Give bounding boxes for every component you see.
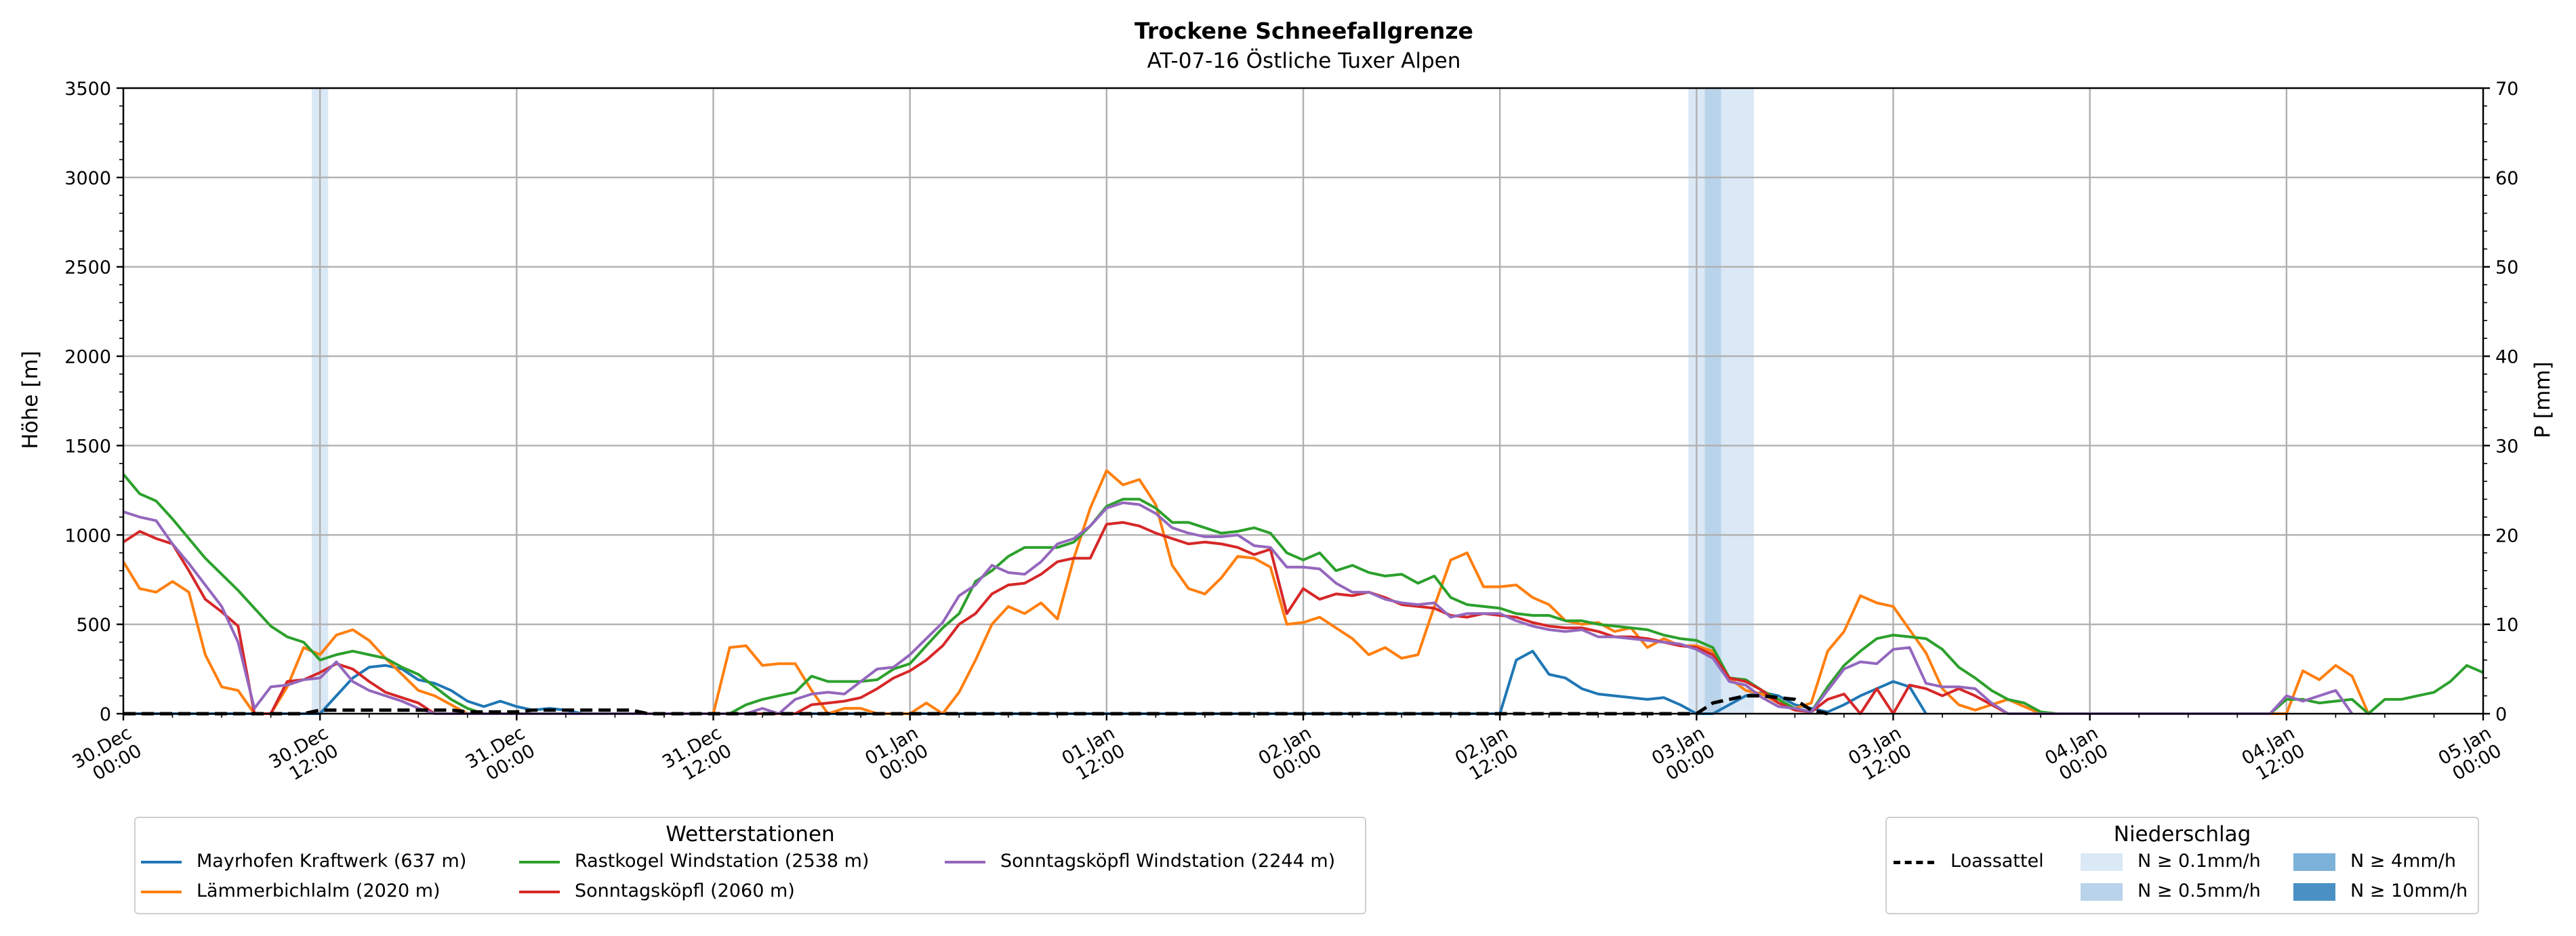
precip-band xyxy=(1737,88,1754,714)
chart-title: Trockene Schneefallgrenze xyxy=(1134,18,1473,44)
x-tick-label: 02.Jan12:00 xyxy=(1452,723,1522,787)
x-tick-label: 31.Dec12:00 xyxy=(659,723,735,790)
legend-precipitation: Niederschlag Loassattel N ≥ 0.1mm/h N ≥ 4m… xyxy=(1885,817,2479,914)
chart-subtitle: AT-07-16 Östliche Tuxer Alpen xyxy=(1147,48,1461,73)
x-tick-label: 01.Jan00:00 xyxy=(861,723,932,787)
x-tick-label: 30.Dec00:00 xyxy=(69,723,146,790)
x-tick-label: 03.Jan12:00 xyxy=(1845,723,1915,787)
legend-label: N ≥ 0.5mm/h xyxy=(2138,880,2261,901)
legend-swatch xyxy=(519,891,560,893)
legend-swatch xyxy=(945,861,985,863)
y-tick-label: 2500 xyxy=(64,258,111,279)
y-tick-label: 3000 xyxy=(64,168,111,189)
legend-label: Sonntagsköpfl (2060 m) xyxy=(575,880,795,901)
x-tick-label: 01.Jan12:00 xyxy=(1059,723,1129,787)
series-line xyxy=(122,521,2009,715)
legend-swatch xyxy=(141,861,182,863)
legend-label: Sonntagsköpfl Windstation (2244 m) xyxy=(1000,851,1336,872)
y-tick-label: 2000 xyxy=(64,347,111,368)
y-axis-label-right: P [mm] xyxy=(2531,361,2555,438)
y-right-tick-label: 60 xyxy=(2495,168,2518,189)
precipitation-bands xyxy=(312,88,1754,714)
legend-label: Loassattel xyxy=(1950,851,2044,872)
legend-label: Rastkogel Windstation (2538 m) xyxy=(575,851,870,872)
legend-swatch xyxy=(141,891,182,893)
legend-item-precip: N ≥ 4mm/h xyxy=(2293,851,2476,874)
y-right-tick-label: 30 xyxy=(2495,436,2518,457)
series-line xyxy=(123,694,1828,716)
legend-precipitation-title: Niederschlag xyxy=(2113,822,2251,847)
series-line xyxy=(122,469,2370,715)
legend-item-precip: Loassattel xyxy=(1894,851,2077,874)
legend-swatch xyxy=(2081,853,2123,871)
y-tick-label: 0 xyxy=(100,704,111,725)
y-right-tick-label: 10 xyxy=(2495,615,2518,636)
legend-label: Mayrhofen Kraftwerk (637 m) xyxy=(197,851,467,872)
axes: 0 500 1000 1500 2000 2500 3000 3500 0 10 20 30 40 50 6… xyxy=(64,79,2518,790)
series-line xyxy=(122,473,2484,715)
y-right-tick-label: 0 xyxy=(2495,704,2507,725)
x-tick-label: 04.Jan12:00 xyxy=(2238,723,2309,787)
y-tick-label: 3500 xyxy=(64,79,111,100)
legend-item-precip: N ≥ 10mm/h xyxy=(2293,880,2476,903)
y-axis-label-left: Höhe [m] xyxy=(18,350,43,449)
legend-swatch xyxy=(1894,861,1934,864)
legend-item-station: Rastkogel Windstation (2538 m) xyxy=(519,851,926,874)
legend-swatch xyxy=(2081,883,2123,901)
legend-label: N ≥ 0.1mm/h xyxy=(2138,851,2261,872)
x-tick-label: 30.Dec12:00 xyxy=(266,723,342,790)
y-tick-label: 1500 xyxy=(64,436,111,457)
precip-band xyxy=(1704,88,1721,714)
legend-stations: Wetterstationen Mayrhofen Kraftwerk (637… xyxy=(134,817,1366,914)
y-right-tick-label: 40 xyxy=(2495,347,2518,368)
x-tick-label: 31.Dec00:00 xyxy=(462,723,539,790)
x-tick-label: 05.Jan00:00 xyxy=(2435,723,2506,787)
legend-label: Lämmerbichlalm (2020 m) xyxy=(197,880,441,901)
grid-lines xyxy=(122,87,2485,715)
legend-item-station: Sonntagsköpfl Windstation (2244 m) xyxy=(945,851,1351,874)
y-right-tick-label: 20 xyxy=(2495,525,2518,546)
y-right-tick-label: 70 xyxy=(2495,79,2518,100)
legend-swatch xyxy=(519,861,560,863)
y-right-tick-label: 50 xyxy=(2495,258,2518,279)
series-line xyxy=(123,501,2354,715)
legend-label: N ≥ 4mm/h xyxy=(2350,851,2456,872)
legend-swatch xyxy=(2293,883,2335,901)
legend-swatch xyxy=(2293,853,2335,871)
series-line xyxy=(123,649,1927,715)
legend-stations-title: Wetterstationen xyxy=(666,822,835,847)
legend-item-station: Mayrhofen Kraftwerk (637 m) xyxy=(141,851,548,874)
x-tick-label: 02.Jan00:00 xyxy=(1255,723,1326,787)
legend-item-station: Lämmerbichlalm (2020 m) xyxy=(141,880,548,903)
precip-band xyxy=(1721,88,1738,714)
x-tick-label: 04.Jan00:00 xyxy=(2041,723,2112,787)
legend-item-station: Sonntagsköpfl (2060 m) xyxy=(519,880,926,903)
legend-item-precip: N ≥ 0.5mm/h xyxy=(2081,880,2264,903)
y-tick-label: 500 xyxy=(76,615,111,636)
legend-item-precip: N ≥ 0.1mm/h xyxy=(2081,851,2264,874)
y-tick-label: 1000 xyxy=(64,525,111,546)
legend-label: N ≥ 10mm/h xyxy=(2350,880,2468,901)
x-tick-label: 03.Jan00:00 xyxy=(1648,723,1719,787)
